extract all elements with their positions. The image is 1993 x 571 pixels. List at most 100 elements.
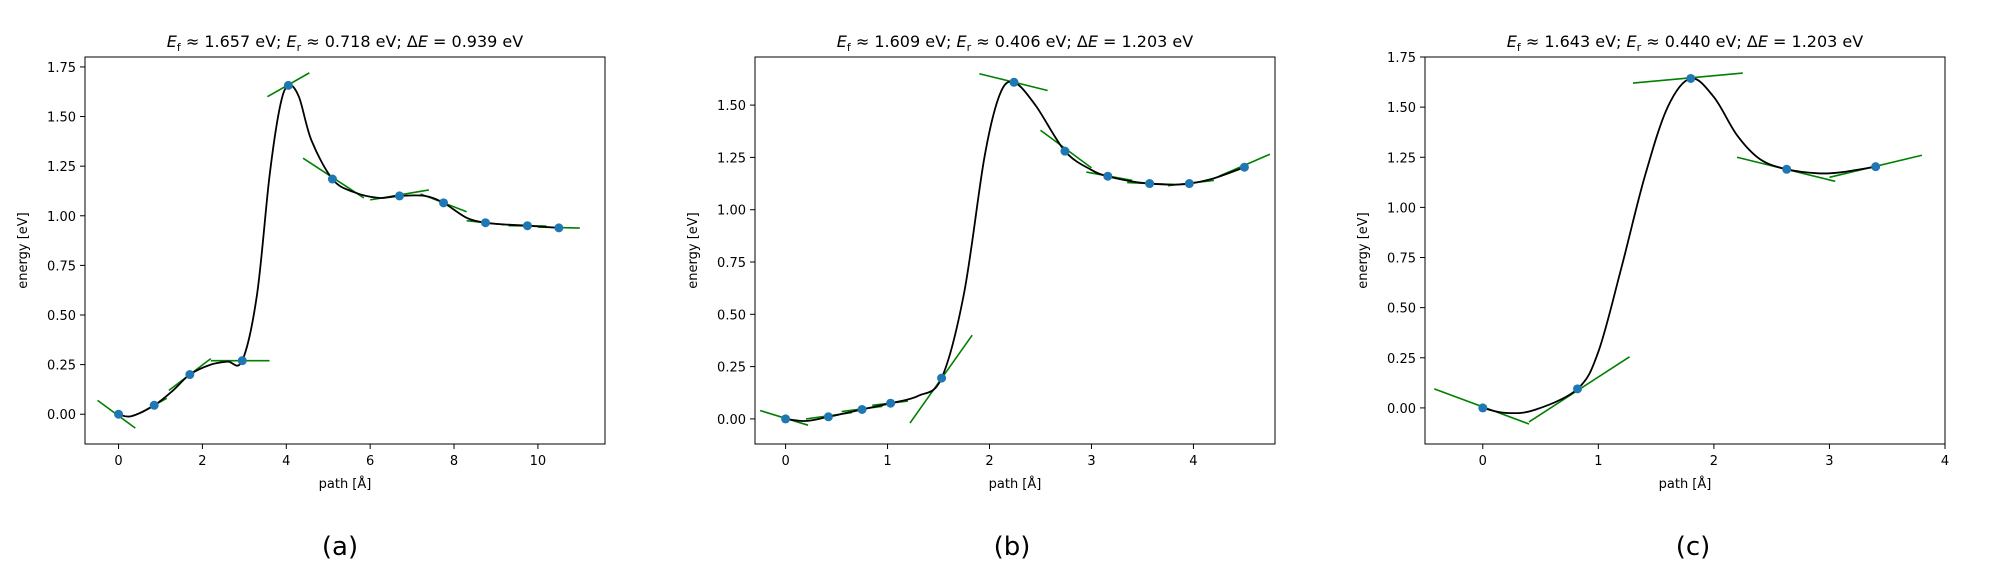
x-tick-label: 0 — [114, 454, 122, 469]
title-part-er-sub: r — [967, 41, 972, 54]
x-tick-label: 0 — [1479, 454, 1487, 469]
image-point-0 — [114, 409, 124, 419]
image-point-2 — [185, 370, 195, 380]
y-tick-label: 0.25 — [1387, 352, 1416, 367]
panel-c: 0 1 2 3 4 0.00 0.25 0.50 0.75 1.00 1.25 1.50 1.75 pat… — [1356, 32, 1949, 562]
fit-curve — [1482, 77, 1876, 415]
title-part-er-sub: r — [297, 41, 302, 54]
y-axis-label: energy [eV] — [686, 212, 701, 288]
title-part-de-rest: = 1.203 eV — [1768, 32, 1863, 51]
image-point-4 — [283, 80, 293, 90]
y-tick-label: 0.00 — [47, 408, 76, 423]
image-point-3 — [237, 356, 247, 366]
y-tick-label: 0.50 — [47, 309, 76, 324]
y-tick-label: 0.00 — [1387, 402, 1416, 417]
x-tick-label: 4 — [1189, 454, 1197, 469]
plot-frame — [1424, 56, 1946, 445]
title-part-er-rest: ≈ 0.440 eV; Δ — [1641, 32, 1758, 51]
chart-title: Ef ≈ 1.643 eV; Er ≈ 0.440 eV; ΔE = 1.203… — [1507, 32, 1863, 54]
image-point-1 — [149, 400, 159, 410]
image-point-2 — [1686, 73, 1696, 83]
title-part-de-sym: E — [1758, 32, 1769, 51]
panel-caption: (b) — [994, 532, 1031, 562]
x-tick-label: 1 — [883, 454, 891, 469]
y-tick-label: 0.75 — [1387, 252, 1416, 267]
chart-title: Ef ≈ 1.657 eV; Er ≈ 0.718 eV; ΔE = 0.939… — [167, 32, 523, 54]
title-part-ef-rest: ≈ 1.643 eV; — [1521, 32, 1627, 51]
title-part-er-sym: E — [1627, 32, 1638, 51]
panel-a: 0 2 4 6 8 10 0.00 0.25 0.50 0.75 1.00 1.25 1.50 1.75 p… — [16, 32, 606, 562]
image-point-9 — [1184, 179, 1194, 189]
plot-frame — [754, 56, 1276, 445]
title-part-ef-sub: f — [177, 41, 182, 54]
image-point-10 — [554, 223, 564, 233]
y-tick-label: 0.50 — [717, 308, 746, 323]
title-part-er-sym: E — [287, 32, 298, 51]
x-tick-label: 8 — [450, 454, 458, 469]
title-part-ef-sub: f — [847, 41, 852, 54]
title-part-er-sub: r — [1637, 41, 1642, 54]
title-part-de-rest: = 1.203 eV — [1098, 32, 1193, 51]
image-point-1 — [823, 412, 833, 422]
chart-title: Ef ≈ 1.609 eV; Er ≈ 0.406 eV; ΔE = 1.203… — [837, 32, 1193, 54]
x-axis-label: path [Å] — [319, 476, 372, 492]
panel-b: 0 1 2 3 4 0.00 0.25 0.50 0.75 1.00 1.25 1.50 path [Å… — [686, 32, 1276, 562]
title-part-ef-sub: f — [1517, 41, 1522, 54]
y-tick-label: 1.00 — [1387, 201, 1416, 216]
y-tick-label: 0.25 — [717, 361, 746, 376]
image-point-1 — [1573, 384, 1583, 394]
title-part-ef-rest: ≈ 1.657 eV; — [181, 32, 287, 51]
title-part-er-sym: E — [957, 32, 968, 51]
image-point-0 — [1478, 403, 1488, 413]
image-point-9 — [522, 221, 532, 231]
y-tick-label: 1.50 — [717, 99, 746, 114]
x-tick-label: 2 — [198, 454, 206, 469]
x-tick-label: 4 — [1941, 454, 1949, 469]
image-point-0 — [781, 414, 791, 424]
x-tick-label: 3 — [1087, 454, 1095, 469]
y-tick-label: 0.25 — [47, 359, 76, 374]
title-part-de-rest: = 0.939 eV — [428, 32, 523, 51]
image-point-3 — [886, 398, 896, 408]
x-tick-label: 6 — [366, 454, 374, 469]
image-point-2 — [857, 404, 867, 414]
x-axis-label: path [Å] — [1659, 476, 1712, 492]
image-point-8 — [480, 218, 490, 228]
image-point-4 — [937, 373, 947, 383]
title-part-er-rest: ≈ 0.406 eV; Δ — [971, 32, 1088, 51]
y-tick-label: 1.75 — [47, 61, 76, 76]
image-point-5 — [327, 174, 337, 184]
y-axis-label: energy [eV] — [16, 212, 31, 288]
title-part-ef-rest: ≈ 1.609 eV; — [851, 32, 957, 51]
title-part-er-rest: ≈ 0.718 eV; Δ — [301, 32, 418, 51]
image-point-7 — [439, 198, 449, 208]
y-tick-label: 1.25 — [1387, 151, 1416, 166]
image-point-8 — [1145, 179, 1155, 189]
title-part-de-sym: E — [1088, 32, 1099, 51]
y-tick-label: 1.00 — [47, 210, 76, 225]
x-tick-label: 0 — [781, 454, 789, 469]
y-tick-label: 0.75 — [47, 259, 76, 274]
fit-curve — [118, 84, 559, 418]
fit-curve — [785, 80, 1245, 422]
image-point-6 — [395, 191, 405, 201]
image-point-4 — [1871, 162, 1881, 172]
plot-frame — [84, 56, 606, 445]
panel-caption: (a) — [322, 532, 358, 562]
y-tick-label: 0.50 — [1387, 302, 1416, 317]
y-tick-label: 1.50 — [47, 111, 76, 126]
image-point-3 — [1782, 164, 1792, 174]
y-tick-label: 1.50 — [1387, 101, 1416, 116]
title-part-ef-sym: E — [837, 32, 848, 51]
x-tick-label: 1 — [1594, 454, 1602, 469]
title-part-de-sym: E — [418, 32, 429, 51]
title-part-ef-sym: E — [1507, 32, 1518, 51]
image-point-6 — [1060, 146, 1070, 156]
y-tick-label: 0.00 — [717, 413, 746, 428]
image-point-5 — [1009, 77, 1019, 87]
x-tick-label: 2 — [985, 454, 993, 469]
x-axis-label: path [Å] — [989, 476, 1042, 492]
image-point-10 — [1239, 162, 1249, 172]
x-tick-label: 2 — [1710, 454, 1718, 469]
